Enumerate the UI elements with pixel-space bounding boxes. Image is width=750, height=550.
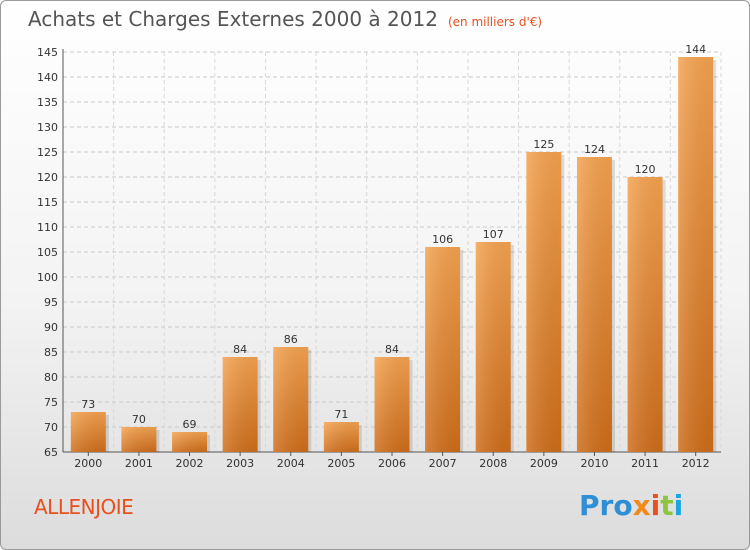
bar-highlight [222,357,258,452]
bar-value-label: 144 [685,43,706,56]
bar-highlight [70,412,106,452]
y-tick-label: 75 [44,396,58,409]
label-layer: 73 70 69 84 86 71 84 106 107 125 124 120 144 [81,43,706,431]
bar-highlight [172,432,208,452]
y-tick-label: 95 [44,296,58,309]
bar-value-label: 73 [81,398,95,411]
bar-value-label: 106 [432,233,453,246]
bar-value-label: 84 [233,343,247,356]
x-tick-label: 2008 [479,457,507,470]
y-tick-label: 125 [37,146,58,159]
y-tick-label: 105 [37,246,58,259]
y-tick-label: 110 [37,221,58,234]
bar-value-label: 125 [533,138,554,151]
x-tick-label: 2006 [378,457,406,470]
y-tick-label: 65 [44,446,58,459]
x-tick-label: 2004 [277,457,305,470]
y-tick-label: 80 [44,371,58,384]
bar-highlight [678,57,714,452]
axis-layer: 65 70 75 80 85 90 95 100 105 110 115 120 125 130 135 14… [37,46,721,470]
bar-value-label: 124 [584,143,605,156]
chart-title-text: Achats et Charges Externes 2000 à 2012 [28,7,438,31]
bar-value-label: 70 [132,413,146,426]
bar-highlight [627,177,663,452]
bar-highlight [425,247,461,452]
chart-title: Achats et Charges Externes 2000 à 2012 (e… [28,7,542,31]
bar-highlight [576,157,612,452]
commune-name: ALLENJOIE [34,495,134,519]
y-tick-label: 70 [44,421,58,434]
proxiti-logo: Proxiti [579,489,684,522]
x-tick-label: 2012 [682,457,710,470]
bar-value-label: 71 [334,408,348,421]
x-tick-label: 2007 [429,457,457,470]
x-tick-label: 2011 [631,457,659,470]
y-tick-label: 135 [37,96,58,109]
y-tick-label: 85 [44,346,58,359]
x-tick-label: 2005 [327,457,355,470]
bar-value-label: 120 [635,163,656,176]
bar-highlight [273,347,309,452]
x-tick-label: 2000 [74,457,102,470]
y-tick-label: 90 [44,321,58,334]
y-tick-label: 120 [37,171,58,184]
y-tick-label: 100 [37,271,58,284]
x-tick-label: 2009 [530,457,558,470]
bar-highlight [526,152,562,452]
y-tick-label: 140 [37,71,58,84]
x-tick-label: 2010 [580,457,608,470]
bar-layer [70,57,717,452]
bar-highlight [323,422,359,452]
bar-highlight [374,357,410,452]
x-tick-label: 2002 [176,457,204,470]
y-tick-label: 115 [37,196,58,209]
y-tick-label: 130 [37,121,58,134]
bar-highlight [121,427,157,452]
bar-value-label: 107 [483,228,504,241]
x-tick-label: 2001 [125,457,153,470]
chart-subtitle: (en milliers d'€) [447,15,543,29]
bar-highlight [475,242,511,452]
y-tick-label: 145 [37,46,58,59]
bar-value-label: 84 [385,343,399,356]
x-tick-label: 2003 [226,457,254,470]
bar-value-label: 86 [284,333,298,346]
bar-value-label: 69 [183,418,197,431]
